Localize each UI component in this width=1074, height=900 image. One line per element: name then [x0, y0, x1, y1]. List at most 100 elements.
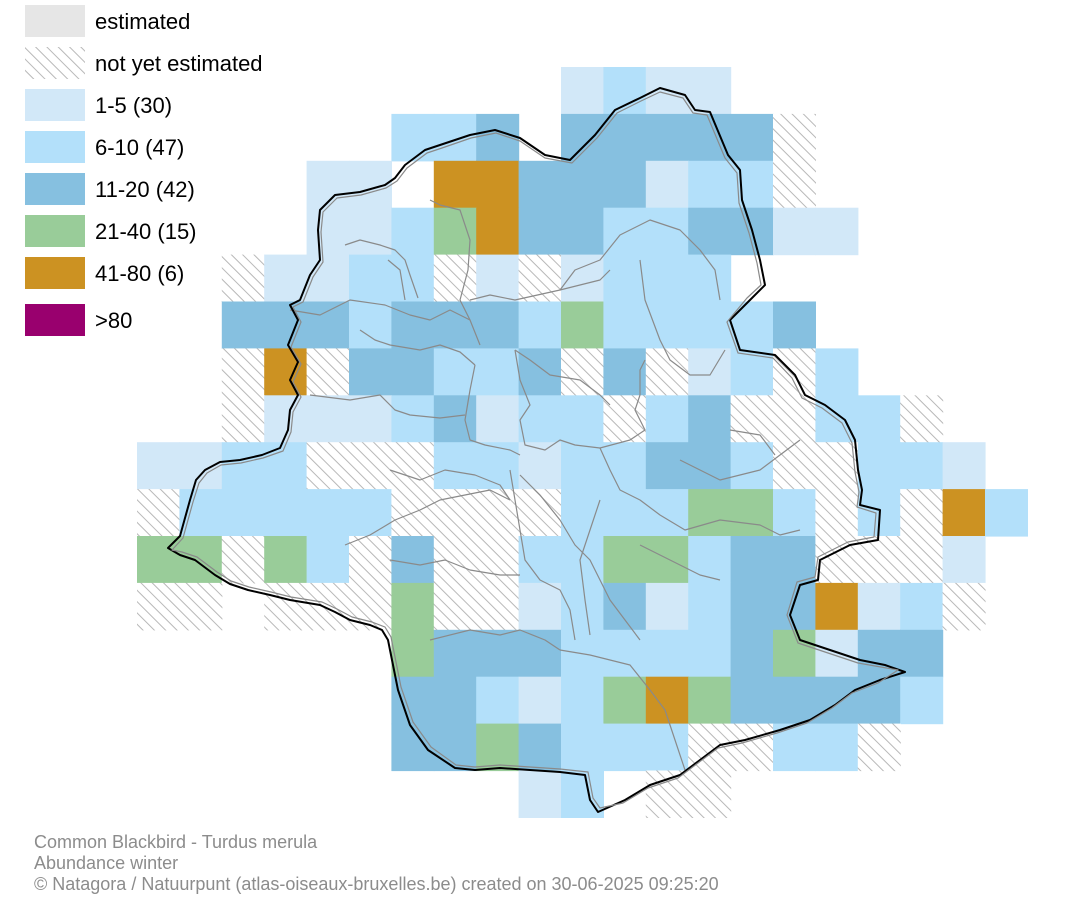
legend-label: estimated	[95, 9, 191, 34]
grid-square-11-20	[688, 442, 732, 490]
grid-square-6-10	[645, 489, 689, 537]
grid-square-6-10	[603, 723, 647, 772]
grid-square-6-10	[603, 629, 647, 678]
grid-square-not-yet-estimated	[900, 395, 944, 443]
grid-square-not-yet-estimated	[433, 254, 477, 303]
grid-square-41-80	[476, 160, 520, 209]
credit-line: © Natagora / Natuurpunt (atlas-oiseaux-b…	[34, 874, 719, 894]
grid-square-21-40	[391, 582, 435, 631]
grid-square-not-yet-estimated	[773, 395, 816, 443]
grid-square-6-10	[433, 113, 477, 162]
grid-square-1-5	[518, 676, 562, 725]
grid-square-6-10	[391, 113, 435, 162]
legend-label: 1-5 (30)	[95, 93, 173, 118]
grid-square-11-20	[730, 676, 774, 725]
grid-square-not-yet-estimated	[900, 536, 944, 584]
grid-square-6-10	[857, 395, 901, 443]
grid-square-not-yet-estimated	[476, 582, 520, 631]
grid-square-6-10	[645, 723, 689, 772]
grid-square-1-5	[815, 207, 859, 256]
grid-square-21-40	[264, 536, 308, 584]
grid-square-1-5	[688, 348, 732, 396]
grid-square-11-20	[561, 160, 604, 209]
grid-square-11-20	[603, 348, 647, 396]
grid-square-not-yet-estimated	[561, 348, 604, 396]
grid-square-6-10	[561, 442, 604, 490]
grid-square-6-10	[221, 489, 265, 537]
grid-square-6-10	[561, 723, 604, 772]
grid-square-11-20	[433, 723, 477, 772]
map-caption: Common Blackbird - Turdus merula Abundan…	[34, 832, 719, 895]
grid-square-not-yet-estimated	[900, 489, 944, 537]
grid-square-11-20	[391, 301, 435, 349]
grid-square-21-40	[645, 536, 689, 584]
grid-square-1-5	[349, 207, 392, 256]
grid-square-41-80	[815, 582, 859, 631]
grid-square-11-20	[221, 301, 265, 349]
grid-square-6-10	[603, 254, 647, 303]
grid-square-6-10	[645, 629, 689, 678]
grid-square-11-20	[518, 629, 562, 678]
grid-square-11-20	[433, 395, 477, 443]
grid-square-11-20	[518, 348, 562, 396]
grid-square-not-yet-estimated	[645, 770, 689, 818]
grid-square-11-20	[349, 348, 392, 396]
grid-square-11-20	[306, 301, 350, 349]
grid-square-21-40	[773, 629, 816, 678]
grid-square-not-yet-estimated	[857, 536, 901, 584]
grid-square-6-10	[391, 395, 435, 443]
grid-square-21-40	[433, 207, 477, 256]
grid-square-11-20	[476, 113, 520, 162]
grid-square-1-5	[815, 629, 859, 678]
grid-square-11-20	[730, 113, 774, 162]
grid-square-not-yet-estimated	[349, 536, 392, 584]
grid-square-1-5	[942, 442, 986, 490]
grid-square-21-40	[561, 301, 604, 349]
grid-square-1-5	[561, 67, 604, 115]
grid-square-not-yet-estimated	[857, 723, 901, 772]
grid-square-11-20	[518, 207, 562, 256]
legend-label: not yet estimated	[95, 51, 263, 76]
grid-square-6-10	[349, 254, 392, 303]
grid-square-1-5	[306, 395, 350, 443]
grid-square-11-20	[688, 395, 732, 443]
grid-square-1-5	[306, 254, 350, 303]
grid-square-6-10	[603, 301, 647, 349]
grid-square-6-10	[349, 301, 392, 349]
grid-square-6-10	[306, 489, 350, 537]
grid-square-11-20	[645, 442, 689, 490]
grid-square-not-yet-estimated	[264, 582, 308, 631]
grid-square-11-20	[815, 676, 859, 725]
grid-square-11-20	[730, 629, 774, 678]
grid-square-11-20	[603, 160, 647, 209]
grid-square-11-20	[688, 207, 732, 256]
grid-square-6-10	[476, 676, 520, 725]
grid-square-1-5	[179, 442, 223, 490]
grid-square-not-yet-estimated	[476, 489, 520, 537]
grid-square-1-5	[306, 207, 350, 256]
legend-swatch-21-40	[25, 215, 85, 247]
grid-square-6-10	[645, 207, 689, 256]
grid-square-1-5	[306, 160, 350, 209]
grid-square-6-10	[985, 489, 1028, 537]
grid-square-not-yet-estimated	[773, 160, 816, 209]
grid-square-not-yet-estimated	[137, 489, 180, 537]
grid-square-6-10	[645, 254, 689, 303]
grid-square-11-20	[264, 301, 308, 349]
grid-square-6-10	[391, 254, 435, 303]
municipal-borders	[289, 199, 801, 771]
grid-square-41-80	[942, 489, 986, 537]
grid-square-6-10	[603, 442, 647, 490]
grid-square-1-5	[645, 160, 689, 209]
grid-square-not-yet-estimated	[773, 113, 816, 162]
grid-square-11-20	[857, 676, 901, 725]
grid-square-21-40	[688, 489, 732, 537]
legend-swatch-1-5	[25, 89, 85, 121]
grid-square-11-20	[391, 536, 435, 584]
grid-square-1-5	[688, 67, 732, 115]
grid-square-11-20	[773, 301, 816, 349]
legend-swatch-11-20	[25, 173, 85, 205]
grid-square-6-10	[264, 442, 308, 490]
grid-square-not-yet-estimated	[433, 536, 477, 584]
grid-square-21-40	[603, 676, 647, 725]
